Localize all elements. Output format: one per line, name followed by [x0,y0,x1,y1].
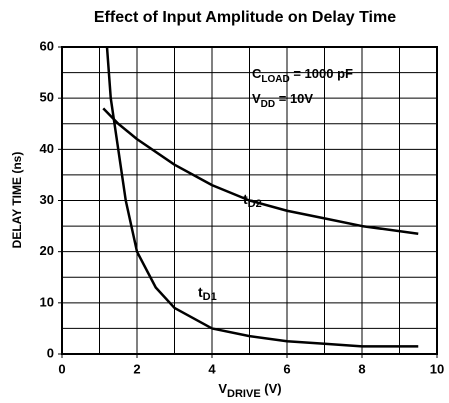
x-axis-label: VDRIVE (V) [218,381,281,399]
annotation-rest: = 10V [275,91,313,106]
x-axis-label-sub: DRIVE [227,388,261,400]
series-label-main: t [198,284,203,300]
y-axis-label: DELAY TIME (ns) [10,152,24,249]
x-tick-label: 0 [58,361,65,376]
series-label-sub: D2 [248,198,262,210]
y-tick-label: 60 [40,38,54,53]
y-tick-label: 40 [40,141,54,156]
x-tick-label: 4 [208,361,216,376]
series-label: tD1 [198,284,217,303]
x-tick-label: 2 [133,361,140,376]
x-axis-label-main: V [218,381,227,396]
x-axis-label-rest: (V) [261,381,282,396]
annotation-rest: = 1000 pF [290,66,353,81]
y-tick-label: 50 [40,90,54,105]
chart-title: Effect of Input Amplitude on Delay Time [94,9,396,26]
annotation: CLOAD = 1000 pF [252,66,353,84]
y-tick-label: 0 [47,345,54,360]
x-tick-label: 8 [358,361,365,376]
line [105,46,419,348]
y-tick-label: 30 [40,192,54,207]
annotation-sub: LOAD [261,74,289,85]
y-tick-label: 20 [40,243,54,258]
annotation-sub: DD [261,99,275,110]
x-tick-label: 10 [430,361,444,376]
series-label-main: t [243,191,248,207]
series-label: tD2 [243,191,262,210]
annotation: VDD = 10V [252,91,313,109]
x-tick-label: 6 [283,361,290,376]
annotation-main: C [252,66,262,81]
series-label-sub: D1 [203,291,217,303]
line [102,107,419,235]
annotation-main: V [252,91,261,106]
y-tick-label: 10 [40,294,54,309]
